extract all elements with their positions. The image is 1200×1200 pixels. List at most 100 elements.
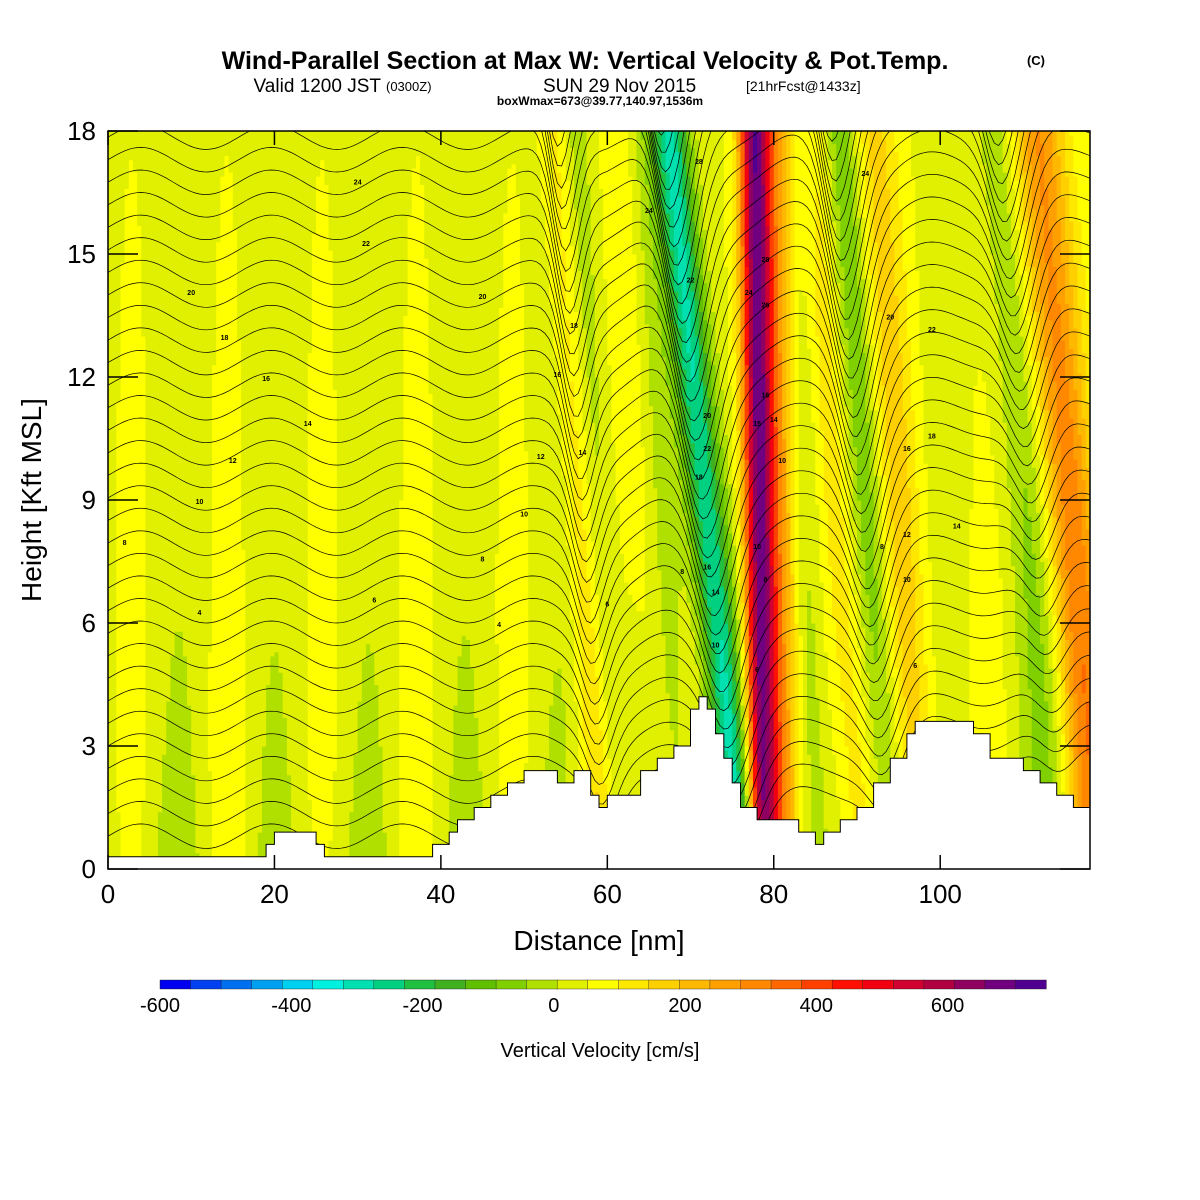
field-cell <box>157 147 163 153</box>
field-cell <box>116 418 122 423</box>
field-cell <box>220 815 226 821</box>
field-cell <box>203 471 209 476</box>
field-cell <box>149 832 155 837</box>
field-cell <box>128 758 134 763</box>
field-cell <box>141 504 147 509</box>
field-cell <box>203 336 209 341</box>
field-cell <box>124 713 130 718</box>
field-cell <box>120 426 126 431</box>
field-cell <box>149 725 155 731</box>
field-cell <box>132 442 138 448</box>
field-cell <box>132 627 138 632</box>
field-cell <box>162 356 167 362</box>
field-cell <box>112 799 117 804</box>
field-cell <box>145 561 151 567</box>
field-cell <box>182 200 188 206</box>
field-cell <box>195 389 201 394</box>
field-cell <box>162 811 167 817</box>
field-cell <box>203 635 209 640</box>
field-cell <box>153 348 159 353</box>
field-cell <box>178 598 184 604</box>
field-cell <box>145 606 151 612</box>
field-cell <box>182 610 188 616</box>
field-cell <box>207 741 213 747</box>
field-cell <box>128 569 134 575</box>
field-cell <box>178 516 184 522</box>
field-cell <box>166 520 172 526</box>
field-cell <box>178 196 184 202</box>
field-cell <box>137 377 142 382</box>
field-cell <box>212 651 217 657</box>
field-cell <box>170 545 176 550</box>
field-cell <box>174 356 180 362</box>
field-cell <box>170 377 176 382</box>
field-cell <box>153 836 159 841</box>
field-cell <box>108 524 113 530</box>
field-cell <box>207 204 213 210</box>
field-cell <box>141 598 147 604</box>
field-cell <box>220 852 226 858</box>
field-cell <box>108 188 113 194</box>
field-cell <box>212 852 217 858</box>
field-cell <box>132 286 138 292</box>
field-cell <box>112 791 117 796</box>
field-cell <box>116 684 122 690</box>
field-cell <box>128 684 134 690</box>
field-cell <box>120 266 126 271</box>
field-cell <box>178 828 184 833</box>
field-cell <box>166 463 172 468</box>
field-cell <box>216 803 221 809</box>
field-cell <box>195 192 201 198</box>
field-cell <box>182 577 188 583</box>
field-cell <box>178 610 184 616</box>
field-cell <box>157 516 163 522</box>
field-cell <box>132 270 138 276</box>
field-cell <box>182 545 188 550</box>
field-cell <box>199 319 205 325</box>
field-cell <box>166 811 172 817</box>
field-cell <box>128 545 134 550</box>
field-cell <box>195 282 201 288</box>
field-cell <box>182 192 188 198</box>
field-cell <box>174 832 180 837</box>
field-cell <box>132 274 138 280</box>
field-cell <box>157 672 163 677</box>
field-cell <box>157 762 163 768</box>
field-cell <box>178 586 184 591</box>
field-cell <box>187 192 192 198</box>
field-cell <box>132 541 138 546</box>
field-cell <box>195 237 201 243</box>
field-cell <box>207 163 213 169</box>
field-cell <box>141 278 147 284</box>
field-cell <box>153 139 159 144</box>
field-cell <box>195 844 201 850</box>
field-cell <box>145 828 151 833</box>
field-cell <box>120 832 126 837</box>
field-cell <box>153 758 159 763</box>
field-cell <box>153 688 159 694</box>
field-cell <box>166 155 172 161</box>
field-cell <box>178 438 184 444</box>
field-cell <box>187 159 192 165</box>
field-cell <box>207 577 213 583</box>
field-cell <box>174 754 180 759</box>
field-cell <box>182 504 188 509</box>
field-cell <box>141 787 147 792</box>
field-cell <box>116 500 122 505</box>
field-cell <box>166 221 172 226</box>
field-cell <box>199 508 205 513</box>
field-cell <box>195 832 201 837</box>
field-cell <box>137 684 142 690</box>
field-cell <box>132 467 138 472</box>
field-cell <box>216 372 221 378</box>
field-cell <box>116 709 122 714</box>
field-cell <box>108 192 113 198</box>
field-cell <box>132 200 138 206</box>
field-cell <box>182 561 188 567</box>
field-cell <box>153 200 159 206</box>
field-cell <box>153 828 159 833</box>
field-cell <box>153 487 159 493</box>
field-cell <box>203 852 209 858</box>
field-cell <box>157 459 163 464</box>
field-cell <box>207 196 213 202</box>
